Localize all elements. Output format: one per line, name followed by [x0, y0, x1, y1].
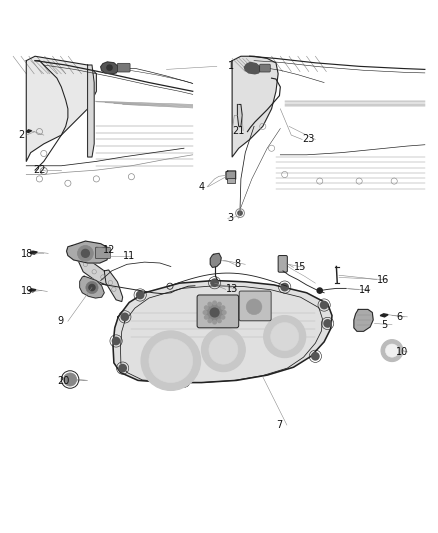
Circle shape: [213, 301, 216, 304]
Polygon shape: [26, 56, 96, 161]
Circle shape: [205, 306, 208, 310]
Polygon shape: [28, 289, 36, 292]
Polygon shape: [380, 314, 388, 317]
Text: 13: 13: [226, 284, 238, 294]
Text: 5: 5: [381, 320, 387, 330]
Circle shape: [209, 335, 238, 364]
Circle shape: [205, 316, 208, 319]
Circle shape: [271, 322, 299, 351]
Text: 4: 4: [198, 182, 205, 192]
Text: 23: 23: [302, 134, 314, 144]
Text: 22: 22: [33, 165, 46, 175]
Circle shape: [81, 249, 89, 257]
Polygon shape: [354, 310, 373, 332]
Text: 8: 8: [234, 260, 240, 269]
Circle shape: [208, 302, 212, 306]
Circle shape: [311, 352, 320, 361]
Text: 12: 12: [103, 245, 115, 255]
Text: 15: 15: [293, 262, 306, 272]
Text: 2: 2: [18, 130, 25, 140]
Circle shape: [280, 282, 289, 292]
Text: 14: 14: [359, 285, 371, 295]
Polygon shape: [80, 276, 104, 298]
Text: 1: 1: [228, 61, 234, 71]
Circle shape: [213, 320, 216, 324]
Text: 3: 3: [228, 213, 234, 223]
Circle shape: [210, 278, 219, 287]
Text: 11: 11: [123, 251, 135, 261]
Circle shape: [246, 299, 262, 314]
Circle shape: [218, 302, 221, 306]
Circle shape: [107, 65, 112, 70]
Circle shape: [208, 319, 212, 322]
Circle shape: [320, 301, 328, 310]
Circle shape: [136, 290, 145, 300]
FancyBboxPatch shape: [278, 255, 287, 272]
Text: 20: 20: [57, 376, 69, 386]
Circle shape: [180, 377, 188, 386]
Polygon shape: [226, 171, 236, 180]
Circle shape: [141, 331, 201, 391]
Circle shape: [385, 344, 399, 357]
Circle shape: [149, 339, 193, 383]
Circle shape: [323, 319, 332, 328]
Polygon shape: [67, 241, 110, 263]
Circle shape: [112, 336, 120, 345]
Circle shape: [78, 246, 93, 261]
Circle shape: [381, 340, 403, 361]
Circle shape: [118, 364, 127, 373]
Text: 7: 7: [276, 420, 282, 430]
Text: 16: 16: [377, 274, 389, 285]
Polygon shape: [104, 270, 123, 302]
Circle shape: [317, 288, 322, 293]
Circle shape: [221, 306, 225, 310]
FancyBboxPatch shape: [197, 295, 239, 328]
Polygon shape: [244, 62, 261, 74]
Circle shape: [264, 316, 306, 358]
Circle shape: [64, 373, 77, 386]
Circle shape: [201, 328, 245, 372]
Polygon shape: [210, 253, 221, 268]
FancyBboxPatch shape: [227, 178, 235, 183]
Polygon shape: [113, 280, 332, 383]
Polygon shape: [101, 62, 118, 74]
Circle shape: [218, 319, 221, 322]
Circle shape: [238, 211, 242, 215]
Circle shape: [206, 304, 223, 321]
Circle shape: [221, 316, 225, 319]
Text: 21: 21: [232, 126, 244, 136]
FancyBboxPatch shape: [260, 64, 270, 72]
Polygon shape: [237, 104, 242, 126]
Text: 9: 9: [57, 316, 63, 326]
FancyBboxPatch shape: [239, 291, 271, 321]
FancyBboxPatch shape: [95, 247, 110, 259]
Polygon shape: [77, 258, 112, 286]
Circle shape: [203, 311, 207, 314]
Text: 6: 6: [396, 312, 403, 322]
Circle shape: [223, 311, 226, 314]
FancyBboxPatch shape: [117, 63, 130, 72]
Text: 18: 18: [21, 249, 33, 259]
Polygon shape: [26, 130, 32, 133]
Polygon shape: [232, 56, 278, 157]
Circle shape: [210, 308, 219, 317]
Text: 10: 10: [396, 347, 409, 357]
Text: 19: 19: [21, 286, 33, 296]
Polygon shape: [30, 251, 37, 254]
Circle shape: [86, 281, 98, 294]
Polygon shape: [88, 65, 94, 157]
Circle shape: [89, 285, 95, 290]
Circle shape: [120, 312, 129, 321]
